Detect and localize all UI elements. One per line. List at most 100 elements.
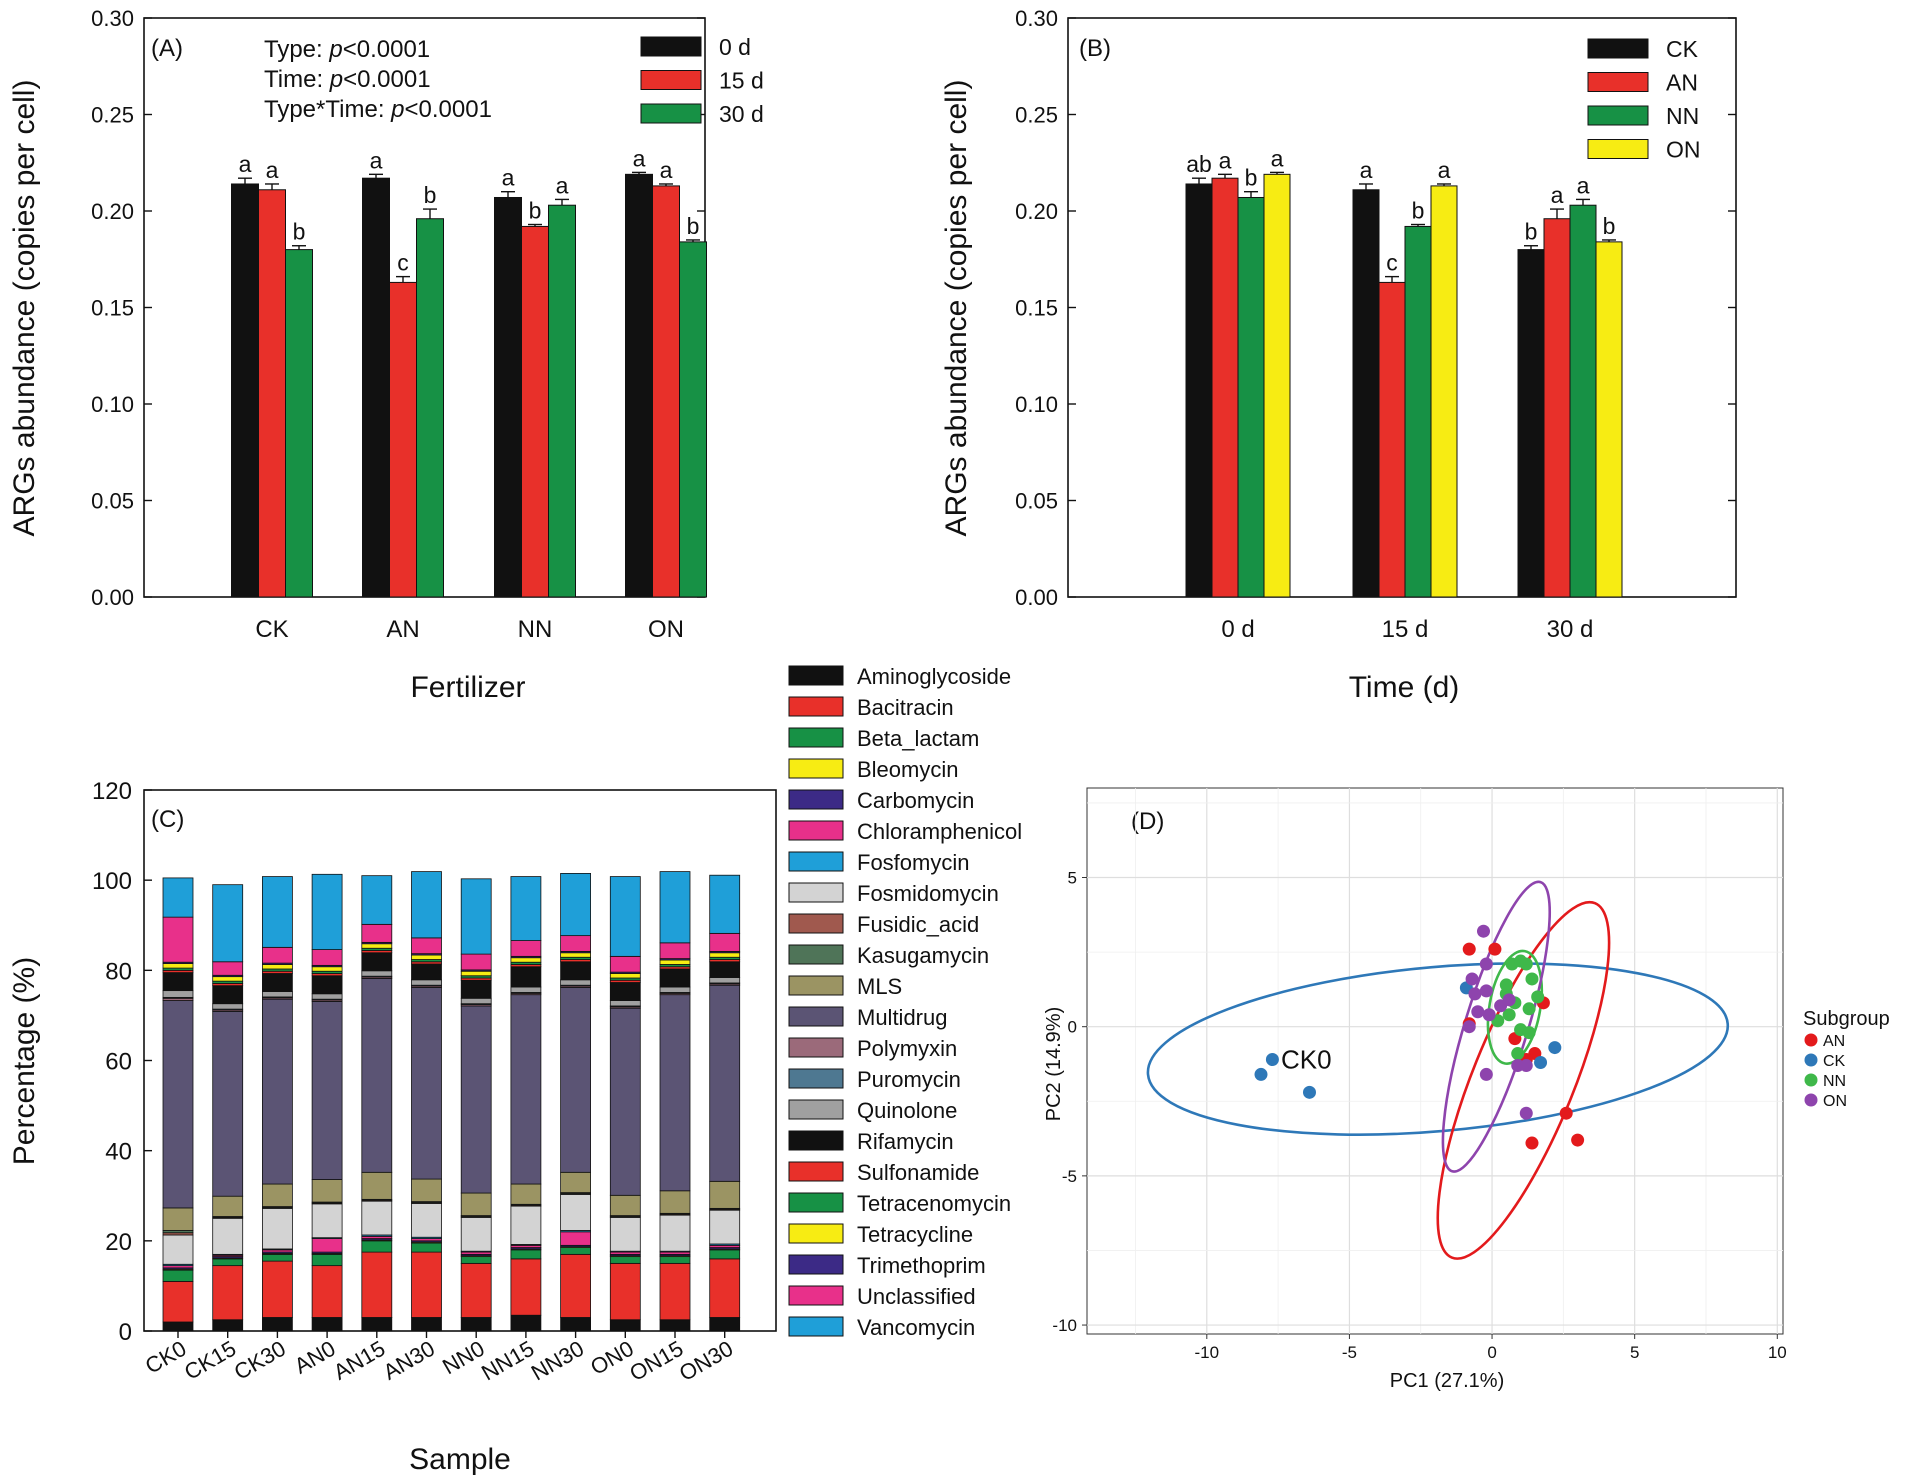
panel-c-legend-label: Bacitracin — [857, 695, 954, 720]
panel-c-stack-segment — [460, 1256, 492, 1264]
panel-c-legend-swatch — [788, 758, 844, 779]
panel-b-legend-swatch — [1587, 105, 1649, 126]
panel-d-point-an — [1571, 1133, 1585, 1147]
panel-b-legend-label: CK — [1666, 36, 1699, 62]
panel-a-significance-letter: a — [502, 165, 515, 191]
panel-b-bar — [1517, 249, 1545, 598]
panel-c-stack-segment — [609, 1262, 641, 1321]
panel-c-legend-swatch — [788, 1223, 844, 1244]
panel-c-stack-segment — [361, 1200, 393, 1236]
panel-c-stack-segment — [510, 957, 542, 963]
panel-c-stack-segment — [162, 990, 194, 998]
panel-c-legend-swatch — [788, 1037, 844, 1058]
panel-b-bar — [1185, 183, 1213, 598]
panel-d-point-an — [1488, 942, 1502, 956]
panel-c-stack-segment — [261, 991, 293, 998]
panel-c-legend-swatch — [788, 1161, 844, 1182]
panel-c-stack-segment — [609, 1319, 641, 1332]
panel-b-ytick-label: 0.05 — [1015, 489, 1058, 514]
panel-c-stack-segment — [709, 932, 741, 952]
panel-c-legend-label: Quinolone — [857, 1098, 957, 1123]
panel-c-stack-segment — [560, 987, 591, 1173]
panel-c-stack-segment — [361, 923, 393, 943]
panel-c-stack-segment — [411, 937, 442, 955]
panel-c-xtick-label: AN0 — [290, 1336, 340, 1379]
panel-c-stack-segment — [162, 972, 194, 992]
panel-b-bar — [1211, 177, 1239, 598]
panel-c-stack-segment — [212, 1217, 244, 1255]
panel-c-legend-swatch — [788, 696, 844, 717]
panel-c-xtick-label: NN30 — [527, 1336, 588, 1386]
panel-c-legend-swatch — [788, 727, 844, 748]
panel-c-stack-segment — [659, 1214, 691, 1252]
panel-c-stack-segment — [212, 1003, 244, 1010]
panel-c-legend-swatch — [788, 1285, 844, 1306]
panel-c-stack-segment — [411, 1203, 442, 1238]
panel-b-legend-label: ON — [1666, 137, 1701, 163]
panel-a-bar — [362, 177, 390, 598]
panel-c-stack-segment — [709, 952, 741, 958]
panel-a-bar — [389, 281, 417, 598]
panel-c-stack-segment — [510, 966, 542, 988]
panel-c-legend-swatch — [788, 820, 844, 841]
panel-c-stack-segment — [609, 1216, 641, 1252]
panel-a-xtick-label: NN — [518, 616, 553, 643]
panel-d-point-nn — [1502, 1008, 1516, 1022]
panel-c-ytick-label: 40 — [105, 1139, 132, 1166]
panel-a-stat-type: Type: p<0.0001 — [264, 36, 430, 63]
panel-a-bar — [494, 196, 522, 598]
panel-d-ytick-label: 5 — [1068, 869, 1077, 888]
panel-c-stack-segment — [609, 1194, 641, 1216]
panel-d-xtick-label: 5 — [1630, 1343, 1639, 1362]
panel-c-stack-segment — [560, 1231, 591, 1246]
panel-b-significance-letter: a — [1551, 182, 1564, 208]
panel-b-bar — [1263, 173, 1291, 598]
panel-c-stack-segment — [212, 884, 244, 963]
panel-c-stack-segment — [311, 1317, 343, 1332]
panel-c-stack-segment — [261, 1207, 293, 1250]
panel-a-ytick-label: 0.20 — [91, 199, 134, 224]
panel-c-legend-label: Beta_lactam — [857, 726, 979, 751]
panel-c-legend-label: Vancomycin — [857, 1315, 975, 1340]
panel-c-stack-segment — [261, 1317, 293, 1332]
panel-c-stack-segment — [659, 871, 691, 944]
panel-c-stack-segment — [311, 1001, 343, 1180]
panel-a-legend-swatch — [640, 36, 702, 57]
panel-d-legend-label: ON — [1823, 1093, 1847, 1110]
panel-b-ytick-label: 0.30 — [1015, 6, 1058, 31]
panel-c-legend-swatch — [788, 1130, 844, 1151]
panel-c-stack-segment — [510, 1258, 542, 1316]
panel-c-legend-swatch — [788, 851, 844, 872]
panel-a-stat-interaction: Type*Time: p<0.0001 — [264, 96, 492, 123]
panel-c-stack-segment — [510, 994, 542, 1185]
panel-c-stack-segment — [311, 1238, 343, 1253]
panel-a-significance-letter: a — [266, 157, 279, 183]
panel-a-significance-letter: b — [293, 219, 306, 245]
panel-d-xlabel: PC1 (27.1%) — [1390, 1370, 1505, 1392]
panel-c-stack-segment — [709, 961, 741, 978]
panel-b-xtick-label: 0 d — [1221, 616, 1254, 643]
panel-b-bar — [1237, 196, 1265, 598]
panel-c-legend-label: Fosfomycin — [857, 850, 969, 875]
panel-a-ytick-label: 0.15 — [91, 296, 134, 321]
panel-d-ytick-label: -10 — [1052, 1316, 1077, 1335]
panel-c-stack-segment — [460, 953, 492, 971]
panel-b-bar — [1595, 241, 1623, 598]
panel-d-ytick-label: -5 — [1062, 1167, 1077, 1186]
panel-c-stack-segment — [560, 1253, 591, 1318]
panel-d-point-ck — [1254, 1067, 1268, 1081]
panel-c-xtick-label: ON15 — [625, 1336, 687, 1386]
panel-d-legend-key — [1804, 1033, 1818, 1047]
panel-d-legend-label: CK — [1823, 1053, 1846, 1070]
panel-c-stack-segment — [609, 1256, 641, 1264]
panel-d-xtick-label: -10 — [1195, 1343, 1220, 1362]
panel-b-ytick-label: 0.00 — [1015, 585, 1058, 610]
panel-d-legend-key — [1804, 1053, 1818, 1067]
panel-a-stat-time: Time: p<0.0001 — [264, 66, 431, 93]
panel-c-stack-segment — [311, 993, 343, 1000]
panel-c-stack-segment — [411, 987, 442, 1180]
panel-a-ylabel: ARGs abundance (copies per cell) — [8, 80, 41, 537]
panel-c-legend-label: Rifamycin — [857, 1129, 954, 1154]
panel-b-ytick-label: 0.20 — [1015, 199, 1058, 224]
